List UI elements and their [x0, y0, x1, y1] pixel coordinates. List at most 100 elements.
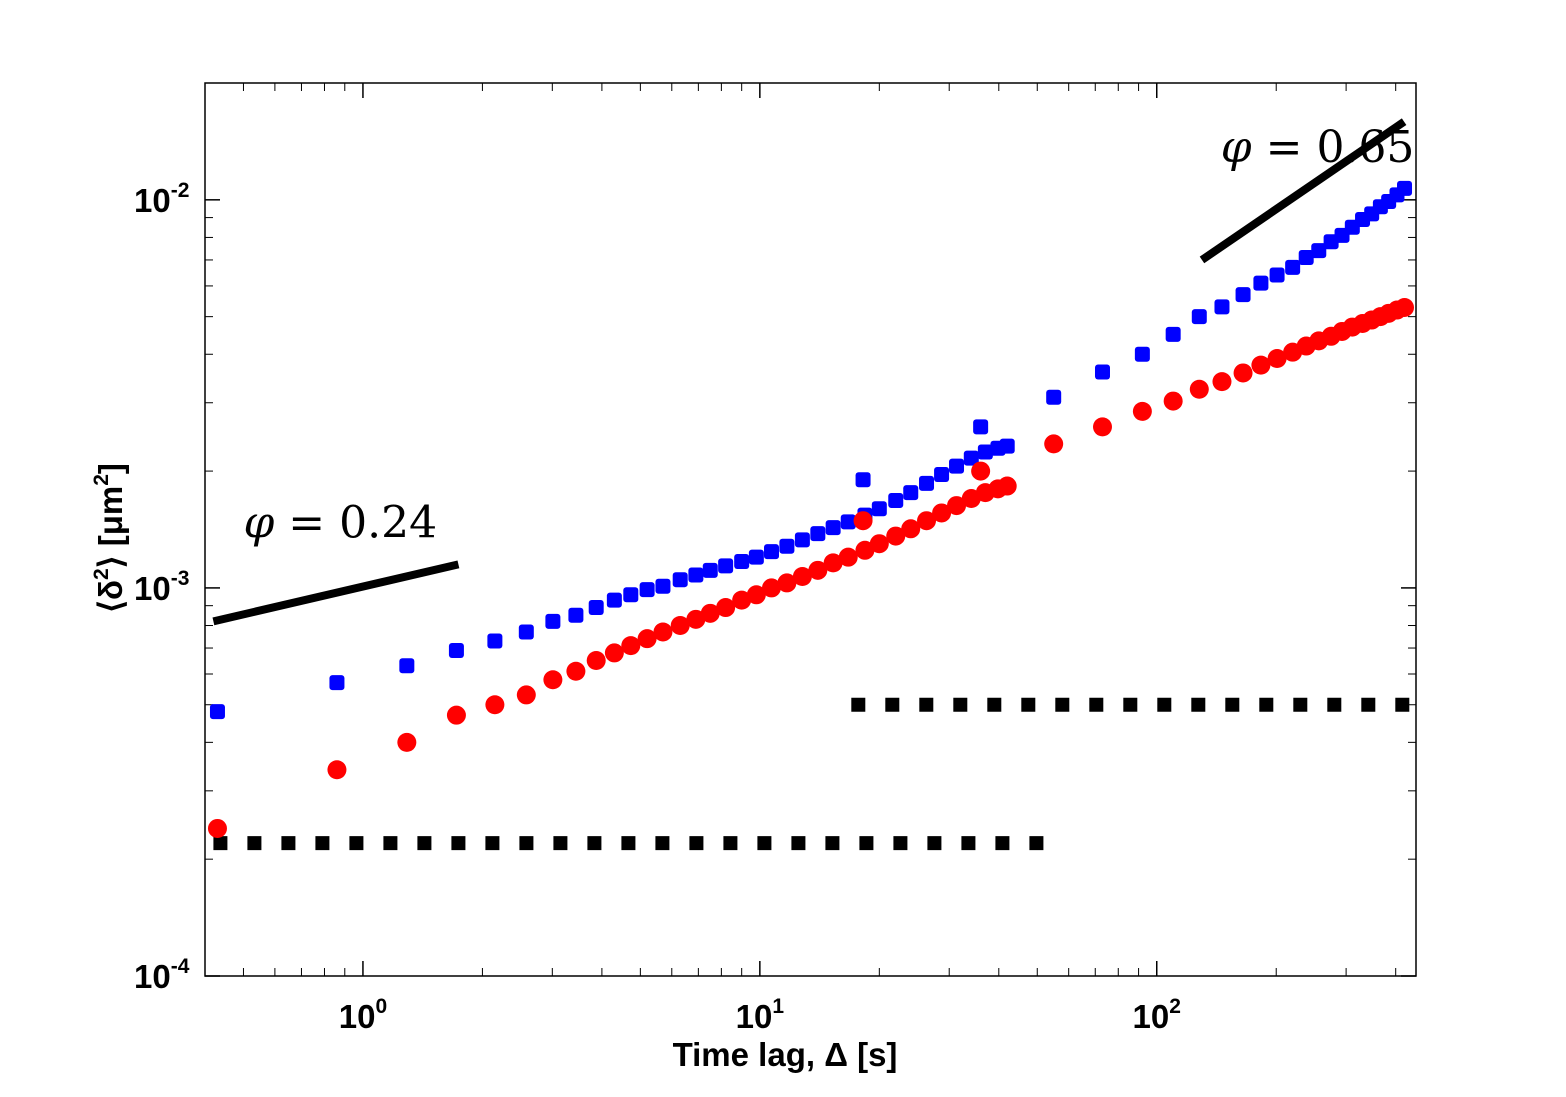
data-point-blue — [855, 472, 871, 488]
data-point-blue — [606, 592, 622, 608]
data-point-red — [997, 476, 1017, 496]
data-point-blue — [779, 538, 795, 554]
data-point-blue — [963, 450, 979, 466]
plot-frame — [204, 82, 1417, 977]
data-point-red — [543, 670, 563, 690]
data-point-red — [1132, 401, 1152, 421]
data-series — [207, 180, 1415, 838]
data-point-red — [732, 590, 752, 610]
data-point-blue — [794, 532, 810, 548]
data-point-blue — [639, 582, 655, 598]
data-point-red — [1395, 297, 1415, 317]
data-point-red — [762, 578, 782, 598]
data-point-blue — [655, 578, 671, 594]
minor-ticks — [205, 83, 1416, 976]
data-point-blue — [545, 613, 561, 629]
data-point-red — [566, 661, 586, 681]
data-point-blue — [840, 514, 856, 530]
data-point-red — [1267, 349, 1287, 369]
data-point-blue — [919, 475, 935, 491]
data-point-blue — [825, 520, 841, 536]
data-point-red — [901, 519, 921, 539]
data-point-blue — [487, 633, 503, 649]
data-point-red — [792, 567, 812, 587]
data-point-red — [1092, 417, 1112, 437]
y-tick-label: 10-3 — [134, 567, 189, 607]
series-red — [207, 297, 1415, 838]
data-point-blue — [1298, 250, 1314, 266]
data-point-red — [637, 629, 657, 649]
data-point-red — [838, 547, 858, 567]
series-blue — [209, 180, 1413, 720]
data-point-blue — [1046, 389, 1062, 405]
data-point-red — [1233, 363, 1253, 383]
data-point-blue — [748, 549, 764, 565]
data-point-red — [746, 585, 766, 605]
data-point-red — [932, 503, 952, 523]
annotations: φ = 0.24 φ = 0.65 — [243, 122, 1414, 548]
data-point-blue — [329, 675, 345, 691]
data-point-blue — [1165, 326, 1181, 342]
data-point-red — [947, 496, 967, 516]
slope-line-0.65 — [1199, 118, 1407, 264]
data-point-red — [853, 511, 873, 531]
x-tick-label: 100 — [339, 995, 387, 1035]
data-point-blue — [518, 624, 534, 640]
data-point-blue — [688, 567, 704, 583]
data-point-red — [700, 603, 720, 623]
data-point-red — [446, 705, 466, 725]
data-point-red — [397, 732, 417, 752]
data-point-blue — [977, 444, 993, 460]
x-tick-label: 102 — [1133, 995, 1181, 1035]
data-point-blue — [934, 466, 950, 482]
data-point-blue — [1311, 243, 1327, 259]
data-point-red — [1251, 355, 1271, 375]
data-point-red — [207, 818, 227, 838]
data-point-blue — [1214, 299, 1230, 315]
data-point-red — [1212, 372, 1232, 392]
data-point-blue — [999, 438, 1015, 454]
data-point-blue — [949, 458, 965, 474]
data-point-blue — [718, 558, 734, 574]
data-point-blue — [1235, 287, 1251, 303]
data-point-blue — [1094, 364, 1110, 380]
data-point-blue — [888, 492, 904, 508]
data-point-red — [1163, 391, 1183, 411]
reference-lines — [212, 118, 1428, 851]
data-point-red — [1044, 434, 1064, 454]
y-tick-labels: 10-4 10-3 10-2 — [134, 179, 190, 995]
x-tick-labels: 100 101 102 — [339, 995, 1181, 1035]
data-point-blue — [810, 526, 826, 542]
annotation-phi-065: φ = 0.65 — [1221, 122, 1415, 173]
data-point-red — [1189, 379, 1209, 399]
data-point-blue — [1191, 309, 1207, 325]
data-point-red — [808, 560, 828, 580]
data-point-red — [670, 616, 690, 636]
data-point-red — [604, 643, 624, 663]
data-point-red — [886, 526, 906, 546]
data-point-blue — [1253, 275, 1269, 291]
x-axis-label: Time lag, Δ [s] — [673, 1036, 898, 1073]
data-point-red — [823, 553, 843, 573]
x-tick-label: 101 — [736, 995, 785, 1035]
y-tick-label: 10-4 — [134, 955, 190, 995]
data-point-blue — [588, 600, 604, 616]
annotation-phi-024: φ = 0.24 — [243, 497, 437, 548]
data-point-red — [917, 511, 937, 531]
y-tick-label: 10-2 — [134, 179, 189, 219]
data-point-blue — [1269, 267, 1285, 283]
data-point-red — [971, 461, 991, 481]
data-point-blue — [1285, 259, 1301, 275]
data-point-red — [686, 609, 706, 629]
data-point-blue — [734, 553, 750, 569]
data-point-red — [621, 636, 641, 656]
data-point-blue — [1134, 346, 1150, 362]
slope-line-0.24 — [212, 560, 460, 626]
data-point-red — [653, 622, 673, 642]
data-point-blue — [702, 562, 718, 578]
data-point-blue — [903, 485, 919, 501]
data-point-blue — [399, 658, 415, 674]
data-point-red — [716, 598, 736, 618]
data-point-blue — [209, 704, 225, 720]
